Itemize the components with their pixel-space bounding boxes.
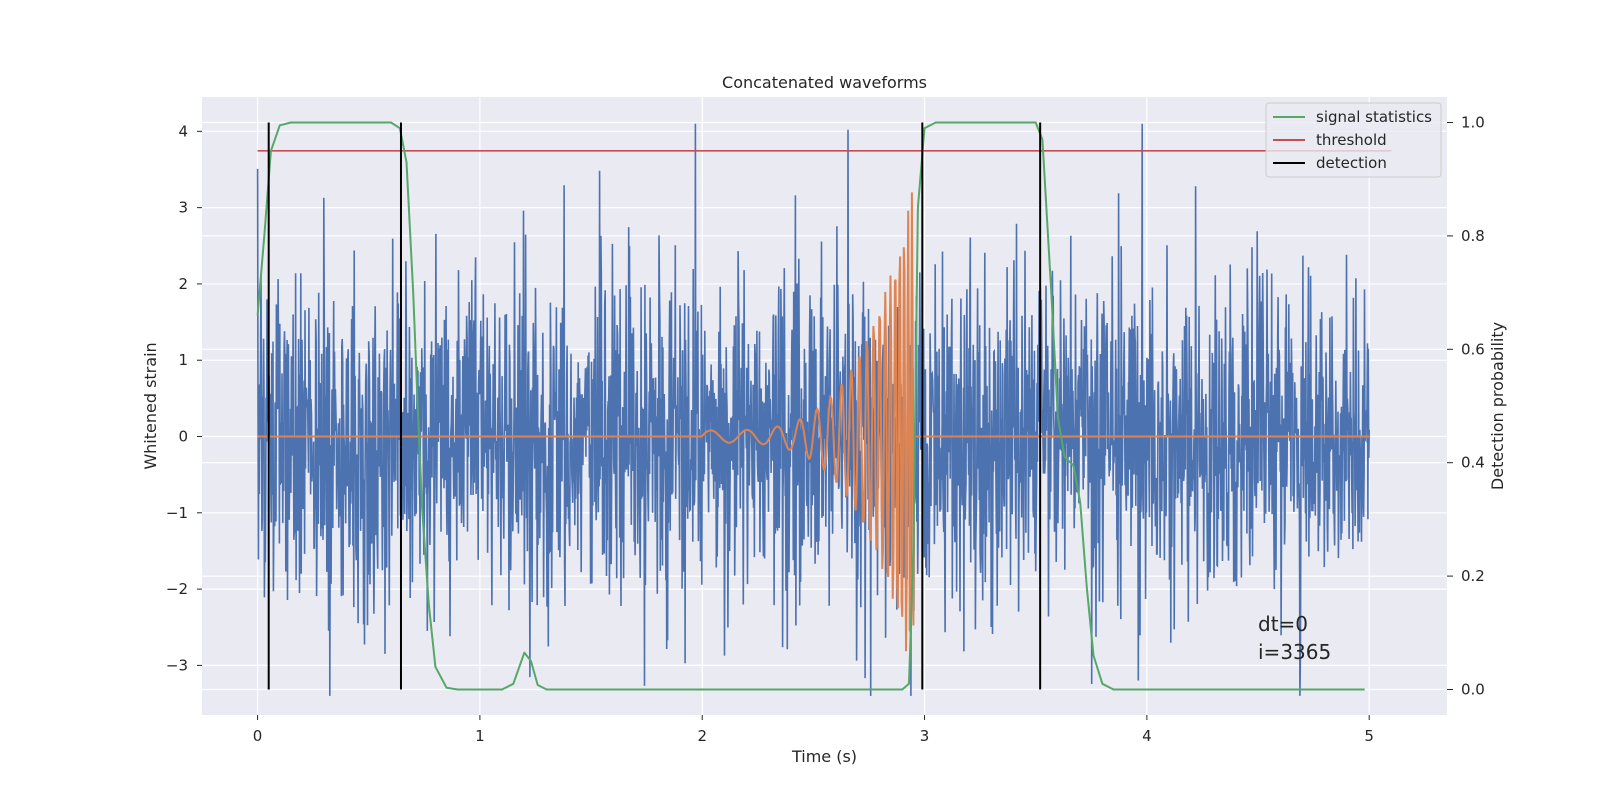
legend-box <box>1265 102 1442 178</box>
y-tick-label: −3 <box>166 656 188 674</box>
y-right-tick-label: 0.4 <box>1461 454 1485 472</box>
y-right-tick-label: 1.0 <box>1461 114 1485 132</box>
annotation-i: i=3365 <box>1258 640 1331 664</box>
axes: 0 1 2 3 4 5 −3 −2 −1 0 1 2 3 4 0.0 0.2 0.4 0.6 0.8 1.0 <box>166 114 1485 745</box>
plot-area <box>256 121 1392 696</box>
chirp-waveform-line <box>257 192 1370 652</box>
y-right-tick-label: 0.2 <box>1461 567 1485 585</box>
legend-label-detection: detection <box>1316 154 1387 172</box>
y-right-tick-label: 0.0 <box>1461 680 1485 698</box>
x-tick-label: 0 <box>253 727 263 745</box>
x-tick-label: 1 <box>475 727 485 745</box>
strain-noise-line <box>256 123 1370 696</box>
y-right-tick-label: 0.8 <box>1461 227 1485 245</box>
y-tick-label: 1 <box>178 351 188 369</box>
annotation-dt: dt=0 <box>1258 612 1308 636</box>
y-tick-label: 2 <box>178 275 188 293</box>
y-tick-label: 3 <box>178 199 188 217</box>
y-axis-label: Whitened strain <box>141 342 160 469</box>
x-axis-label: Time (s) <box>791 747 857 766</box>
y-tick-label: 0 <box>178 428 188 446</box>
y-tick-label: 4 <box>178 122 188 140</box>
chart-title: Concatenated waveforms <box>722 73 927 92</box>
y-axis-right-label: Detection probability <box>1488 322 1507 490</box>
legend-label-threshold: threshold <box>1316 131 1387 149</box>
legend-label-statistics: signal statistics <box>1316 108 1432 126</box>
x-tick-label: 2 <box>697 727 707 745</box>
x-tick-label: 5 <box>1364 727 1374 745</box>
y-tick-label: −2 <box>166 580 188 598</box>
y-tick-label: −1 <box>166 504 188 522</box>
signal-statistics-line <box>256 121 1365 691</box>
x-tick-label: 4 <box>1142 727 1152 745</box>
y-right-tick-label: 0.6 <box>1461 340 1485 358</box>
legend: signal statistics threshold detection <box>1265 102 1442 178</box>
x-tick-label: 3 <box>920 727 930 745</box>
